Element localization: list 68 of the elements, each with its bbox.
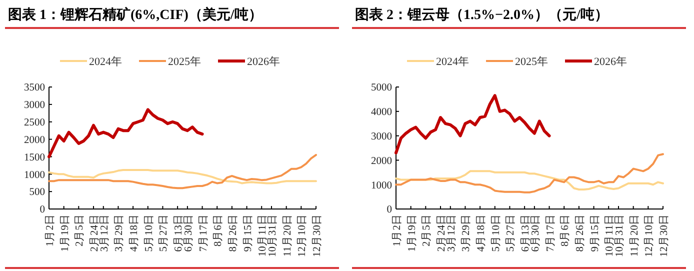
x-tick-label: 3月12日 xyxy=(445,214,458,252)
x-tick-label: 1月19日 xyxy=(406,214,418,252)
x-tick-label: 3月29日 xyxy=(460,214,472,252)
x-tick-label: 6月30日 xyxy=(529,214,542,252)
line-series xyxy=(48,154,317,190)
x-tick-label: 12月10日 xyxy=(643,214,656,257)
x-tick-label: 6月13日 xyxy=(520,214,532,252)
y-tick-label: 3000 xyxy=(371,131,392,142)
x-tick-label: 3月12日 xyxy=(98,214,110,252)
x-tick-label: 12月30日 xyxy=(311,214,323,257)
x-tick-label: 8月26日 xyxy=(574,214,586,252)
x-tick-label: 5月10日 xyxy=(142,214,155,252)
legend-label: 2024年 xyxy=(436,56,469,68)
legend-label: 2025年 xyxy=(515,56,548,68)
legend-label: 2024年 xyxy=(89,56,122,68)
x-tick-label: 5月27日 xyxy=(158,214,170,252)
x-tick-label: 2月5日 xyxy=(74,214,86,246)
x-tick-label: 4月18日 xyxy=(128,214,140,252)
x-tick-label: 10月31日 xyxy=(614,214,626,257)
y-tick-label: 1000 xyxy=(24,170,45,181)
x-tick-label: 6月30日 xyxy=(182,214,194,252)
y-tick-label: 500 xyxy=(29,187,45,198)
x-tick-label: 1月19日 xyxy=(58,214,71,252)
x-tick-label: 5月10日 xyxy=(490,214,502,252)
line-series xyxy=(395,153,664,194)
y-tick-label: 1500 xyxy=(24,152,45,164)
y-tick-label: 5000 xyxy=(371,82,392,94)
y-tick-label: 3500 xyxy=(24,82,45,94)
x-tick-label: 11月20日 xyxy=(281,214,294,257)
x-tick-label: 5月27日 xyxy=(504,214,517,252)
legend-label: 2026年 xyxy=(594,56,627,68)
x-tick-label: 8月6日 xyxy=(212,214,224,246)
x-tick-label: 1月2日 xyxy=(44,214,56,246)
x-tick-label: 2月24日 xyxy=(436,214,448,252)
legend-label: 2026年 xyxy=(247,56,280,68)
y-tick-label: 0 xyxy=(40,204,45,216)
chart-title: 图表 2：锂云母（1.5%−2.0%）（元/吨） xyxy=(355,7,608,23)
y-tick-label: 2000 xyxy=(371,156,392,167)
x-tick-label: 8月6日 xyxy=(559,214,572,246)
x-tick-label: 9月15日 xyxy=(242,214,254,252)
line-series xyxy=(48,168,317,184)
x-tick-label: 10月31日 xyxy=(266,214,278,257)
legend-label: 2025年 xyxy=(168,56,201,68)
y-tick-label: 2000 xyxy=(24,134,45,146)
x-tick-label: 7月17日 xyxy=(544,214,556,252)
y-tick-label: 2500 xyxy=(24,118,45,129)
chart-title: 图表 1：锂辉石精矿(6%,CIF)（美元/吨） xyxy=(8,6,262,23)
x-tick-label: 9月15日 xyxy=(588,214,601,252)
y-tick-label: 1000 xyxy=(371,180,392,192)
x-tick-label: 2月5日 xyxy=(420,214,433,246)
x-tick-label: 8月26日 xyxy=(226,214,239,252)
y-tick-label: 4000 xyxy=(371,107,392,118)
x-tick-label: 12月30日 xyxy=(658,214,670,257)
x-tick-label: 11月20日 xyxy=(628,214,640,257)
y-tick-label: 3000 xyxy=(24,100,45,112)
line-series xyxy=(48,108,204,158)
line-series xyxy=(395,170,664,190)
x-tick-label: 7月17日 xyxy=(197,214,210,252)
x-tick-label: 2月24日 xyxy=(88,214,100,252)
x-tick-label: 3月29日 xyxy=(113,214,126,252)
x-tick-label: 4月18日 xyxy=(475,214,488,252)
x-tick-label: 6月13日 xyxy=(172,214,185,252)
x-tick-label: 10月11日 xyxy=(256,214,269,257)
x-tick-label: 12月10日 xyxy=(296,214,308,257)
y-tick-label: 0 xyxy=(386,204,392,216)
x-tick-label: 10月11日 xyxy=(604,214,616,257)
x-tick-label: 1月2日 xyxy=(391,214,403,246)
line-series xyxy=(394,94,551,154)
